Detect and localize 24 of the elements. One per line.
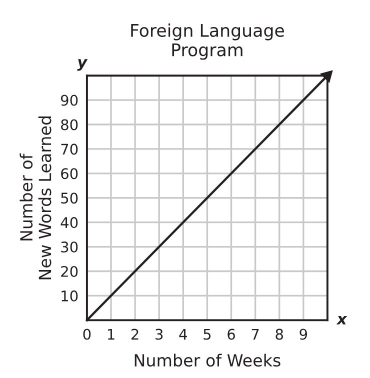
y-tick-label: 10 xyxy=(62,290,78,302)
y-tick-label: 90 xyxy=(60,94,78,106)
y-tick-label: 70 xyxy=(61,144,78,155)
x-tick-label: 1 xyxy=(108,328,114,340)
y-tick-label: 50 xyxy=(61,192,78,204)
x-tick-label: 3 xyxy=(156,328,163,340)
text: x xyxy=(336,316,348,324)
y-tick-label: 40 xyxy=(60,217,78,228)
y-tick-label: 60 xyxy=(61,168,78,180)
x-tick-label: 7 xyxy=(252,328,259,340)
x-tick-label: 0 xyxy=(83,328,91,340)
y-tick-label: 80 xyxy=(61,119,78,130)
x-tick-label: 5 xyxy=(204,328,211,340)
x-tick-label: 4 xyxy=(179,328,187,340)
y-axis-title: Number of New Words Learned xyxy=(20,116,52,280)
x-tick-label: 2 xyxy=(131,328,138,340)
y-tick-label: 20 xyxy=(61,266,78,277)
x-axis-title: Number of Weeks xyxy=(134,354,280,367)
x-tick-label: 9 xyxy=(300,328,308,340)
chart-title: Foreign Language Program xyxy=(131,24,284,60)
text: y xyxy=(77,59,88,71)
x-tick-label: 6 xyxy=(228,328,235,340)
x-tick-label: 8 xyxy=(276,328,283,340)
y-tick-label: 30 xyxy=(61,242,78,253)
